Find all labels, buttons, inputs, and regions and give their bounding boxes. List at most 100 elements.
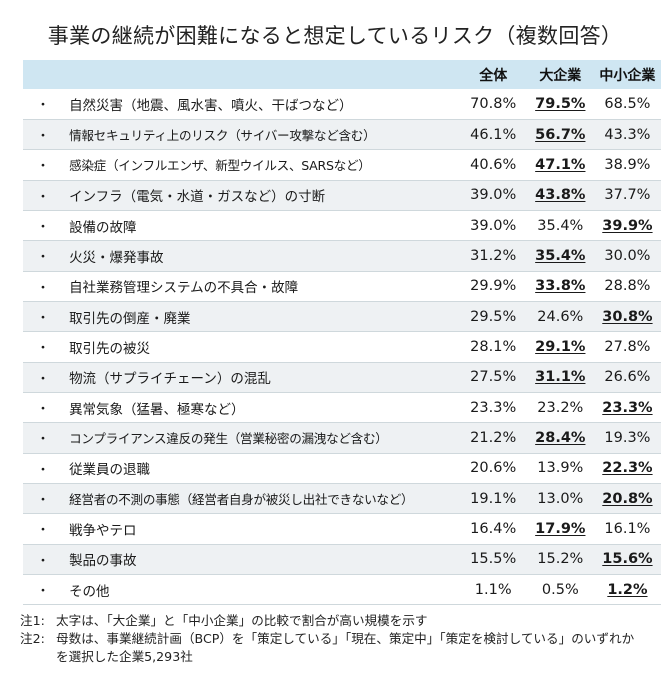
- footnote-text: 母数は、事業継続計画（BCP）を「策定している」「現在、策定中」「策定を検討して…: [56, 631, 635, 664]
- value-large: 35.4%: [535, 247, 586, 264]
- value-total: 15.5%: [470, 551, 517, 568]
- bullet-marker: ・: [36, 402, 50, 418]
- value-sme: 15.6%: [602, 551, 653, 568]
- column-header-sme: 中小企業: [599, 67, 656, 84]
- risk-label: 異常気象（猛暑、極寒など）: [69, 401, 245, 418]
- value-large: 47.1%: [535, 156, 586, 173]
- table-row: ・ コンプライアンス違反の発生（営業秘密の漏洩など含む） 21.2% 28.4% 19.…: [23, 422, 661, 454]
- table-row: ・ 情報セキュリティ上のリスク（サイバー攻撃など含む） 46.1% 56.7% 43.3…: [23, 119, 661, 150]
- header-label-cell: [63, 60, 460, 89]
- value-total: 1.1%: [474, 581, 512, 598]
- bullet-marker: ・: [36, 553, 50, 569]
- table-row: ・ インフラ（電気・水道・ガスなど）の寸断 39.0% 43.8% 37.7%: [23, 180, 661, 211]
- risk-label: 自社業務管理システムの不具合・故障: [69, 280, 299, 297]
- value-sme: 30.8%: [602, 308, 653, 325]
- value-total: 21.2%: [470, 429, 517, 446]
- value-large: 33.8%: [535, 278, 586, 295]
- value-sme: 68.5%: [604, 95, 651, 112]
- value-large: 31.1%: [535, 369, 586, 386]
- value-sme: 23.3%: [602, 399, 653, 416]
- risk-label: 情報セキュリティ上のリスク（サイバー攻撃など含む）: [69, 128, 376, 144]
- bullet-marker: ・: [36, 462, 50, 478]
- value-large: 28.4%: [535, 429, 586, 446]
- bullet-marker: ・: [36, 189, 50, 205]
- bullet-marker: ・: [36, 584, 50, 600]
- risk-label: 設備の故障: [69, 219, 137, 236]
- risk-table: 全体 大企業 中小企業 ・ 自然災害（地震、風水害、噴火、干ばつなど） 70.8% 7…: [23, 60, 661, 605]
- footnote-key: 注2:: [20, 631, 45, 646]
- bullet-marker: ・: [36, 432, 50, 448]
- risk-label: 取引先の倒産・廃業: [69, 310, 191, 327]
- value-large: 35.4%: [537, 217, 584, 234]
- value-sme: 38.9%: [604, 156, 651, 173]
- value-large: 15.2%: [537, 551, 584, 568]
- value-large: 24.6%: [537, 308, 584, 325]
- risk-label: 火災・爆発事故: [69, 249, 164, 266]
- footnote-2: 注2: 母数は、事業継続計画（BCP）を「策定している」「現在、策定中」「策定を…: [20, 630, 646, 666]
- bullet-marker: ・: [36, 129, 50, 145]
- bullet-marker: ・: [36, 220, 50, 236]
- footnote-text: 太字は、「大企業」と「中小企業」の比較で割合が高い規模を示す: [56, 613, 428, 628]
- value-total: 29.5%: [470, 308, 517, 325]
- table-row: ・ 物流（サプライチェーン）の混乱 27.5% 31.1% 26.6%: [23, 362, 661, 393]
- bullet-marker: ・: [36, 341, 50, 357]
- value-sme: 39.9%: [602, 217, 653, 234]
- table-row: ・ 戦争やテロ 16.4% 17.9% 16.1%: [23, 514, 661, 545]
- bullet-marker: ・: [36, 280, 50, 296]
- table-row: ・ 感染症（インフルエンザ、新型ウイルス、SARSなど） 40.6% 47.1% 38.…: [23, 150, 661, 181]
- risk-label: 戦争やテロ: [69, 522, 137, 539]
- value-sme: 20.8%: [602, 490, 653, 507]
- value-total: 23.3%: [470, 399, 517, 416]
- value-large: 29.1%: [535, 338, 586, 355]
- table-row: ・ 製品の事故 15.5% 15.2% 15.6%: [23, 544, 661, 575]
- value-total: 70.8%: [470, 95, 517, 112]
- value-large: 0.5%: [541, 581, 579, 598]
- table-row: ・ 従業員の退職 20.6% 13.9% 22.3%: [23, 453, 661, 484]
- table-row: ・ 経営者の不測の事態（経営者自身が被災し出社できないなど） 19.1% 13.0% 2…: [23, 483, 661, 514]
- page-title: 事業の継続が困難になると想定しているリスク（複数回答）: [47, 24, 623, 48]
- value-total: 39.0%: [470, 217, 517, 234]
- value-large: 23.2%: [537, 399, 584, 416]
- value-sme: 27.8%: [604, 338, 651, 355]
- value-sme: 22.3%: [602, 460, 653, 477]
- table-row: ・ 設備の故障 39.0% 35.4% 39.9%: [23, 210, 661, 241]
- table-row: ・ 火災・爆発事故 31.2% 35.4% 30.0%: [23, 240, 661, 272]
- bullet-marker: ・: [36, 311, 50, 327]
- value-sme: 30.0%: [604, 247, 651, 264]
- footnotes: 注1: 太字は、「大企業」と「中小企業」の比較で割合が高い規模を示す 注2: 母…: [20, 612, 646, 666]
- bullet-marker: ・: [36, 250, 50, 266]
- table-row: ・ 異常気象（猛暑、極寒など） 23.3% 23.2% 23.3%: [23, 392, 661, 423]
- table-row: ・ 自社業務管理システムの不具合・故障 29.9% 33.8% 28.8%: [23, 271, 661, 302]
- column-header-large: 大企業: [539, 67, 582, 84]
- value-sme: 37.7%: [604, 187, 651, 204]
- value-total: 28.1%: [470, 338, 517, 355]
- risk-label: 取引先の被災: [69, 340, 151, 357]
- value-total: 39.0%: [470, 187, 517, 204]
- table-header-row: 全体 大企業 中小企業: [23, 60, 661, 89]
- value-sme: 26.6%: [604, 369, 651, 386]
- header-bullet-cell: [23, 60, 63, 89]
- table-row: ・ その他 1.1% 0.5% 1.2%: [23, 575, 661, 605]
- value-total: 19.1%: [470, 490, 517, 507]
- risk-label: 物流（サプライチェーン）の混乱: [69, 371, 271, 388]
- column-header-total: 全体: [479, 67, 508, 84]
- value-sme: 16.1%: [604, 520, 651, 537]
- value-sme: 43.3%: [604, 126, 651, 143]
- footnote-key: 注1:: [20, 613, 45, 628]
- bullet-marker: ・: [36, 159, 50, 175]
- table-row: ・ 自然災害（地震、風水害、噴火、干ばつなど） 70.8% 79.5% 68.5%: [23, 89, 661, 120]
- value-sme: 1.2%: [607, 581, 648, 598]
- risk-label: 製品の事故: [69, 553, 137, 570]
- bullet-marker: ・: [36, 523, 50, 539]
- value-sme: 28.8%: [604, 278, 651, 295]
- value-sme: 19.3%: [604, 429, 651, 446]
- value-total: 40.6%: [470, 156, 517, 173]
- value-large: 13.0%: [537, 490, 584, 507]
- value-total: 31.2%: [470, 247, 517, 264]
- value-large: 17.9%: [535, 520, 586, 537]
- value-total: 27.5%: [470, 369, 517, 386]
- value-total: 29.9%: [470, 278, 517, 295]
- bullet-marker: ・: [36, 98, 50, 114]
- value-total: 16.4%: [470, 520, 517, 537]
- risk-label: 自然災害（地震、風水害、噴火、干ばつなど）: [69, 97, 353, 114]
